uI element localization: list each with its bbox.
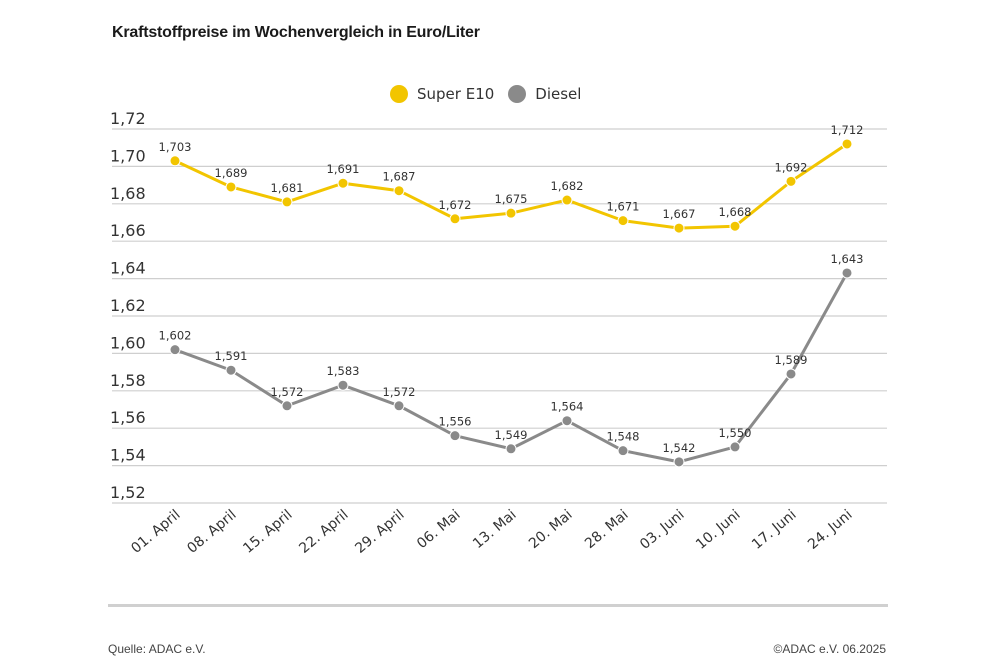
data-point-super-e10 <box>393 185 405 197</box>
legend-item-diesel: Diesel <box>508 85 581 103</box>
data-label: 1,564 <box>551 400 584 414</box>
y-tick-label: 1,58 <box>110 371 146 390</box>
y-tick-label: 1,64 <box>110 259 146 278</box>
data-label: 1,672 <box>439 198 472 212</box>
data-point-diesel <box>785 368 797 380</box>
data-point-super-e10 <box>785 175 797 187</box>
legend-dot-super-e10 <box>390 85 408 103</box>
legend-item-super-e10: Super E10 <box>390 85 494 103</box>
source-note: Quelle: ADAC e.V. <box>108 642 206 656</box>
copyright-note: ©ADAC e.V. 06.2025 <box>773 642 886 656</box>
x-tick-label: 10. Juni <box>693 507 743 553</box>
x-tick-label: 28. Mai <box>582 507 632 552</box>
data-point-super-e10 <box>281 196 293 208</box>
data-label: 1,689 <box>215 166 248 180</box>
legend: Super E10 Diesel <box>390 85 595 103</box>
legend-label-diesel: Diesel <box>535 85 582 103</box>
x-tick-label: 20. Mai <box>526 507 576 552</box>
legend-dot-diesel <box>508 85 527 103</box>
data-point-super-e10 <box>729 220 741 232</box>
data-point-super-e10 <box>505 207 517 219</box>
data-point-diesel <box>393 400 405 412</box>
data-label: 1,692 <box>775 160 808 174</box>
y-tick-label: 1,56 <box>110 408 146 427</box>
x-tick-label: 01. April <box>128 507 183 557</box>
data-point-diesel <box>729 441 741 453</box>
x-tick-label: 22. April <box>296 507 351 557</box>
data-label: 1,583 <box>327 364 360 378</box>
data-label: 1,548 <box>607 430 640 444</box>
data-point-diesel <box>337 379 349 391</box>
data-point-super-e10 <box>225 181 237 193</box>
data-point-super-e10 <box>841 138 853 150</box>
data-label: 1,687 <box>383 170 416 184</box>
line-chart: 1,72 1,70 1,68 1,66 1,64 1,62 1,60 1,58 1,56 1,54… <box>110 109 887 557</box>
y-tick-label: 1,60 <box>110 333 146 352</box>
data-label: 1,675 <box>495 192 528 206</box>
footer-divider <box>108 604 888 607</box>
data-label: 1,572 <box>383 385 416 399</box>
data-point-diesel <box>617 445 629 457</box>
data-point-diesel <box>449 430 461 442</box>
data-point-super-e10 <box>449 213 461 225</box>
data-label: 1,712 <box>831 123 864 137</box>
y-tick-label: 1,54 <box>110 446 146 465</box>
data-point-diesel <box>169 344 181 356</box>
data-label: 1,681 <box>271 181 304 195</box>
data-label: 1,691 <box>327 162 360 176</box>
data-label: 1,549 <box>495 428 528 442</box>
data-label: 1,643 <box>831 252 864 266</box>
data-label: 1,550 <box>719 426 752 440</box>
legend-label-super-e10: Super E10 <box>417 85 495 103</box>
data-point-super-e10 <box>337 177 349 189</box>
y-tick-label: 1,72 <box>110 109 146 128</box>
x-tick-label: 03. Juni <box>637 507 687 553</box>
data-point-super-e10 <box>617 215 629 227</box>
data-label: 1,572 <box>271 385 304 399</box>
y-tick-label: 1,62 <box>110 296 146 315</box>
data-point-diesel <box>281 400 293 412</box>
data-point-diesel <box>505 443 517 455</box>
chart-title: Kraftstoffpreise im Wochenvergleich in E… <box>112 24 480 41</box>
data-label: 1,591 <box>215 349 248 363</box>
x-tick-label: 17. Juni <box>749 507 799 553</box>
y-tick-label: 1,68 <box>110 184 146 203</box>
data-label: 1,682 <box>551 179 584 193</box>
data-label: 1,668 <box>719 205 752 219</box>
data-point-diesel <box>561 415 573 427</box>
data-label: 1,667 <box>663 207 696 221</box>
data-point-super-e10 <box>561 194 573 206</box>
x-tick-label: 08. April <box>184 507 239 557</box>
data-point-diesel <box>225 364 237 376</box>
data-label: 1,556 <box>439 415 472 429</box>
data-point-super-e10 <box>673 222 685 234</box>
data-point-diesel <box>841 267 853 279</box>
data-label: 1,703 <box>159 140 192 154</box>
x-tick-label: 29. April <box>352 507 407 557</box>
y-tick-label: 1,70 <box>110 146 146 165</box>
y-tick-label: 1,52 <box>110 483 146 502</box>
x-tick-label: 13. Mai <box>470 507 520 552</box>
data-label: 1,671 <box>607 200 640 214</box>
data-point-diesel <box>673 456 685 468</box>
y-tick-label: 1,66 <box>110 221 146 240</box>
x-tick-label: 24. Juni <box>805 507 855 553</box>
data-label: 1,542 <box>663 441 696 455</box>
data-point-super-e10 <box>169 155 181 167</box>
x-tick-label: 06. Mai <box>414 507 464 552</box>
data-label: 1,589 <box>775 353 808 367</box>
x-tick-label: 15. April <box>240 507 295 557</box>
data-label: 1,602 <box>159 329 192 343</box>
